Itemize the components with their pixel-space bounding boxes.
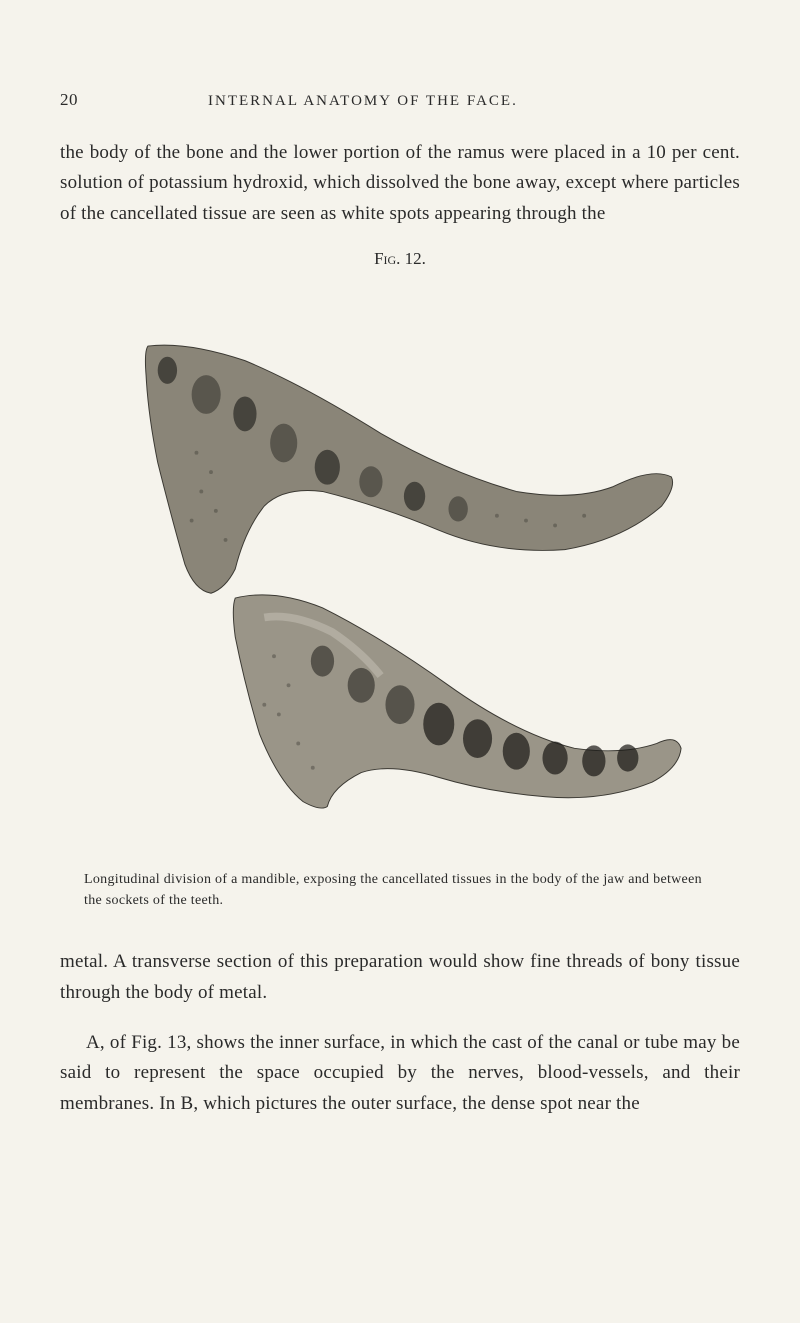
lower-mandible-section	[233, 595, 681, 808]
paragraph-second: metal. A transverse section of this prep…	[60, 947, 740, 1008]
figure-label: Fig. 12.	[60, 249, 740, 269]
mandible-illustration	[94, 317, 706, 821]
page-number: 20	[60, 90, 78, 110]
paragraph-first: the body of the bone and the lower porti…	[60, 138, 740, 229]
figure-caption: Longitudinal division of a mandible, exp…	[60, 869, 740, 911]
figure-container	[60, 289, 740, 849]
upper-mandible-section	[145, 345, 672, 593]
chapter-title: INTERNAL ANATOMY OF THE FACE.	[208, 93, 518, 110]
paragraph-third: A, of Fig. 13, shows the inner surface, …	[60, 1028, 740, 1119]
figure-image	[94, 317, 706, 821]
